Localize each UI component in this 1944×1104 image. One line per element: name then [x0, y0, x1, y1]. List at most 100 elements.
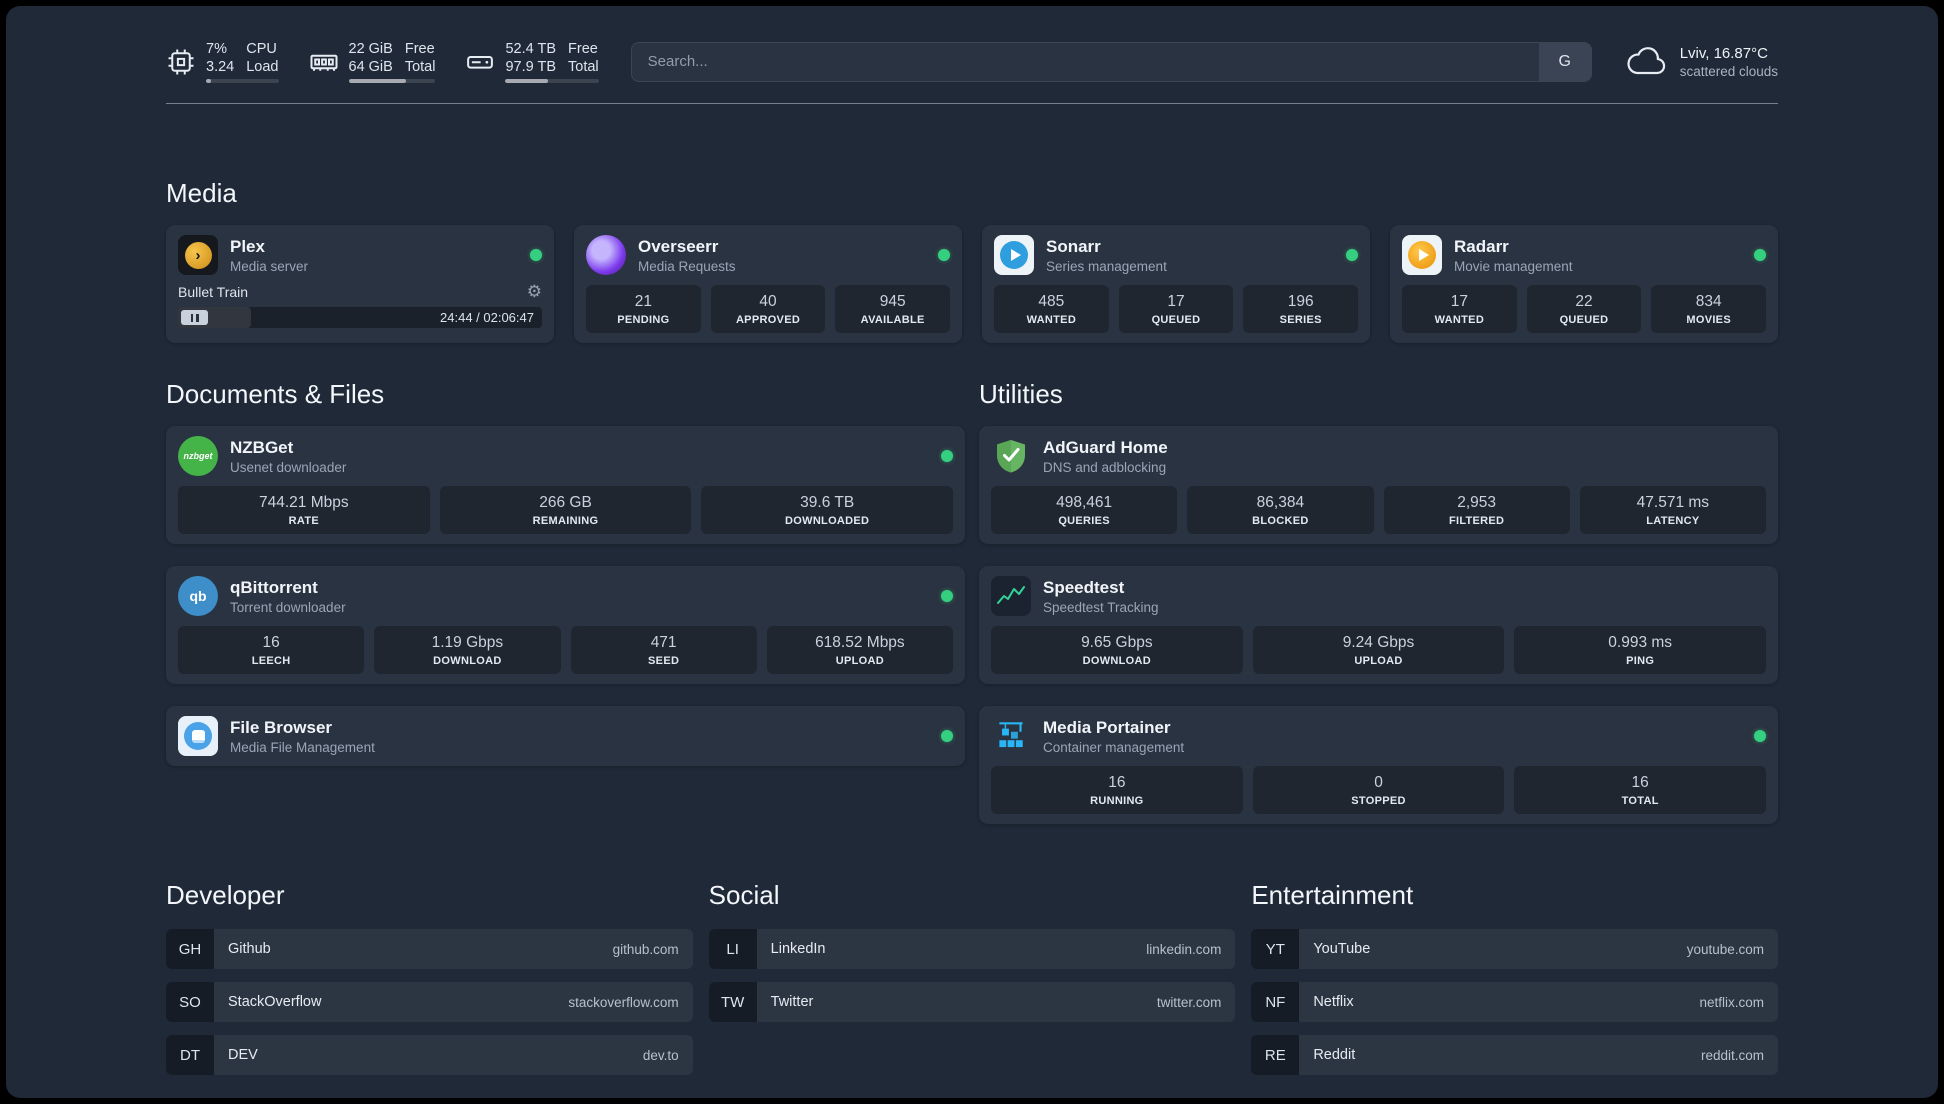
- bookmark-name: Netflix: [1313, 994, 1354, 1010]
- service-subtitle: Media File Management: [230, 739, 375, 755]
- bookmark-reddit[interactable]: RE Reddit reddit.com: [1251, 1035, 1778, 1075]
- stat-value: 22: [1575, 293, 1593, 310]
- bookmark-name: StackOverflow: [228, 994, 322, 1010]
- service-card-portainer[interactable]: Media Portainer Container management 16 …: [979, 706, 1778, 824]
- bookmark-group-developer: Developer GH Github github.com SO StackO…: [166, 880, 693, 1075]
- stat-label: DOWNLOAD: [433, 655, 502, 667]
- stat-tile: 9.24 Gbps UPLOAD: [1252, 626, 1505, 674]
- playback-time: 24:44 / 02:06:47: [440, 310, 534, 325]
- speedtest-chart-icon: [991, 576, 1031, 616]
- search-input[interactable]: [631, 42, 1539, 81]
- service-subtitle: Series management: [1046, 258, 1167, 274]
- bookmark-domain: github.com: [612, 941, 679, 957]
- qbittorrent-icon: qb: [178, 576, 218, 616]
- memory-free-label: Free: [404, 41, 435, 57]
- stat-value: 16: [262, 634, 280, 651]
- weather-location-temp: Lviv, 16.87°C: [1679, 44, 1768, 62]
- gear-icon[interactable]: ⚙: [526, 282, 542, 301]
- service-title: qBittorrent: [230, 577, 318, 597]
- media-grid: › Plex Media server Bullet Train ⚙ 24:44…: [166, 225, 1778, 343]
- pause-button[interactable]: [181, 310, 208, 325]
- bookmark-youtube[interactable]: YT YouTube youtube.com: [1251, 929, 1778, 969]
- stat-label: DOWNLOAD: [1082, 655, 1152, 667]
- service-card-sonarr[interactable]: Sonarr Series management 485 WANTED 17 Q…: [982, 225, 1370, 343]
- bookmark-netflix[interactable]: NF Netflix netflix.com: [1251, 982, 1778, 1022]
- bookmark-stackoverflow[interactable]: SO StackOverflow stackoverflow.com: [166, 982, 693, 1022]
- stat-label: AVAILABLE: [860, 314, 925, 326]
- stat-label: QUEUED: [1151, 314, 1201, 326]
- service-subtitle: Media server: [230, 258, 309, 274]
- weather-condition: scattered clouds: [1679, 63, 1778, 79]
- status-dot: [530, 249, 542, 261]
- disk-widget: 52.4 TB 97.9 TB Free Total: [465, 40, 599, 83]
- disk-total-label: Total: [568, 59, 599, 75]
- status-dot: [938, 249, 950, 261]
- bookmark-linkedin[interactable]: LI LinkedIn linkedin.com: [708, 929, 1236, 969]
- stat-value: 834: [1695, 293, 1722, 310]
- stat-tile: 16 RUNNING: [991, 766, 1243, 814]
- stat-tile: 485 WANTED: [994, 285, 1109, 333]
- playback-seek-bar[interactable]: 24:44 / 02:06:47: [178, 307, 542, 328]
- stat-tile: 744.21 Mbps RATE: [178, 486, 430, 534]
- cpu-load-value: 3.24: [206, 59, 235, 75]
- memory-progress-track: [348, 79, 436, 83]
- stat-label: RATE: [288, 515, 319, 527]
- bookmark-domain: youtube.com: [1686, 941, 1764, 957]
- stat-label: UPLOAD: [1354, 655, 1403, 667]
- section-heading-entertainment: Entertainment: [1251, 880, 1414, 910]
- service-card-nzbget[interactable]: nzbget NZBGet Usenet downloader 744.21 M…: [166, 426, 965, 544]
- bookmark-dev[interactable]: DT DEV dev.to: [166, 1035, 693, 1075]
- stat-value: 9.65 Gbps: [1081, 634, 1153, 651]
- stat-value: 0: [1374, 774, 1383, 791]
- bookmark-github[interactable]: GH Github github.com: [166, 929, 693, 969]
- bookmark-name: Reddit: [1313, 1047, 1356, 1063]
- stat-tile: 86,384 BLOCKED: [1187, 486, 1374, 534]
- stat-tile: 1.19 Gbps DOWNLOAD: [374, 626, 561, 674]
- stat-tile: 16 TOTAL: [1514, 766, 1767, 814]
- top-bar: 7% 3.24 CPU Load: [166, 40, 1778, 83]
- section-heading-social: Social: [708, 880, 780, 910]
- memory-total-value: 64 GiB: [348, 59, 393, 75]
- service-card-qbittorrent[interactable]: qb qBittorrent Torrent downloader 16 LEE…: [166, 566, 965, 684]
- service-title: Plex: [230, 236, 265, 256]
- bookmark-name: Twitter: [770, 994, 814, 1010]
- stat-tile: 834 MOVIES: [1651, 285, 1767, 333]
- status-dot: [1346, 249, 1358, 261]
- service-subtitle: DNS and adblocking: [1043, 459, 1167, 475]
- service-subtitle: Speedtest Tracking: [1043, 599, 1159, 615]
- stat-value: 744.21 Mbps: [259, 494, 349, 511]
- section-heading-documents: Documents & Files: [166, 379, 385, 409]
- bookmark-abbr: LI: [708, 929, 757, 969]
- service-title: NZBGet: [230, 437, 294, 457]
- stat-tile: 945 AVAILABLE: [835, 285, 951, 333]
- stat-tile: 16 LEECH: [178, 626, 365, 674]
- bookmark-abbr: YT: [1251, 929, 1300, 969]
- bookmark-abbr: RE: [1251, 1035, 1300, 1075]
- stat-label: QUEUED: [1559, 314, 1609, 326]
- service-card-adguard[interactable]: AdGuard Home DNS and adblocking 498,461 …: [979, 426, 1778, 544]
- service-card-plex[interactable]: › Plex Media server Bullet Train ⚙ 24:44…: [166, 225, 554, 343]
- memory-progress-fill: [348, 79, 406, 83]
- nzbget-icon: nzbget: [178, 436, 218, 476]
- stat-label: TOTAL: [1621, 795, 1659, 807]
- stat-label: MOVIES: [1686, 314, 1731, 326]
- stat-tile: 471 SEED: [570, 626, 757, 674]
- service-card-overseerr[interactable]: Overseerr Media Requests 21 PENDING 40 A…: [574, 225, 962, 343]
- service-subtitle: Movie management: [1454, 258, 1573, 274]
- stat-value: 498,461: [1056, 494, 1113, 511]
- stat-value: 9.24 Gbps: [1342, 634, 1415, 651]
- header-divider: [166, 103, 1778, 104]
- stat-label: STOPPED: [1351, 795, 1406, 807]
- search-provider-button[interactable]: G: [1538, 42, 1591, 81]
- now-playing-title: Bullet Train: [178, 283, 249, 300]
- adguard-shield-icon: [991, 436, 1031, 476]
- stat-label: UPLOAD: [835, 655, 884, 667]
- stat-tile: 40 APPROVED: [710, 285, 826, 333]
- utilities-column: Utilities AdGuard Home: [979, 379, 1778, 824]
- stat-value: 17: [1167, 293, 1185, 310]
- bookmark-twitter[interactable]: TW Twitter twitter.com: [708, 982, 1236, 1022]
- service-card-filebrowser[interactable]: File Browser Media File Management: [166, 706, 965, 766]
- service-card-speedtest[interactable]: Speedtest Speedtest Tracking 9.65 Gbps D…: [979, 566, 1778, 684]
- stat-tile: 266 GB REMAINING: [439, 486, 692, 534]
- service-card-radarr[interactable]: Radarr Movie management 17 WANTED 22 QUE…: [1390, 225, 1778, 343]
